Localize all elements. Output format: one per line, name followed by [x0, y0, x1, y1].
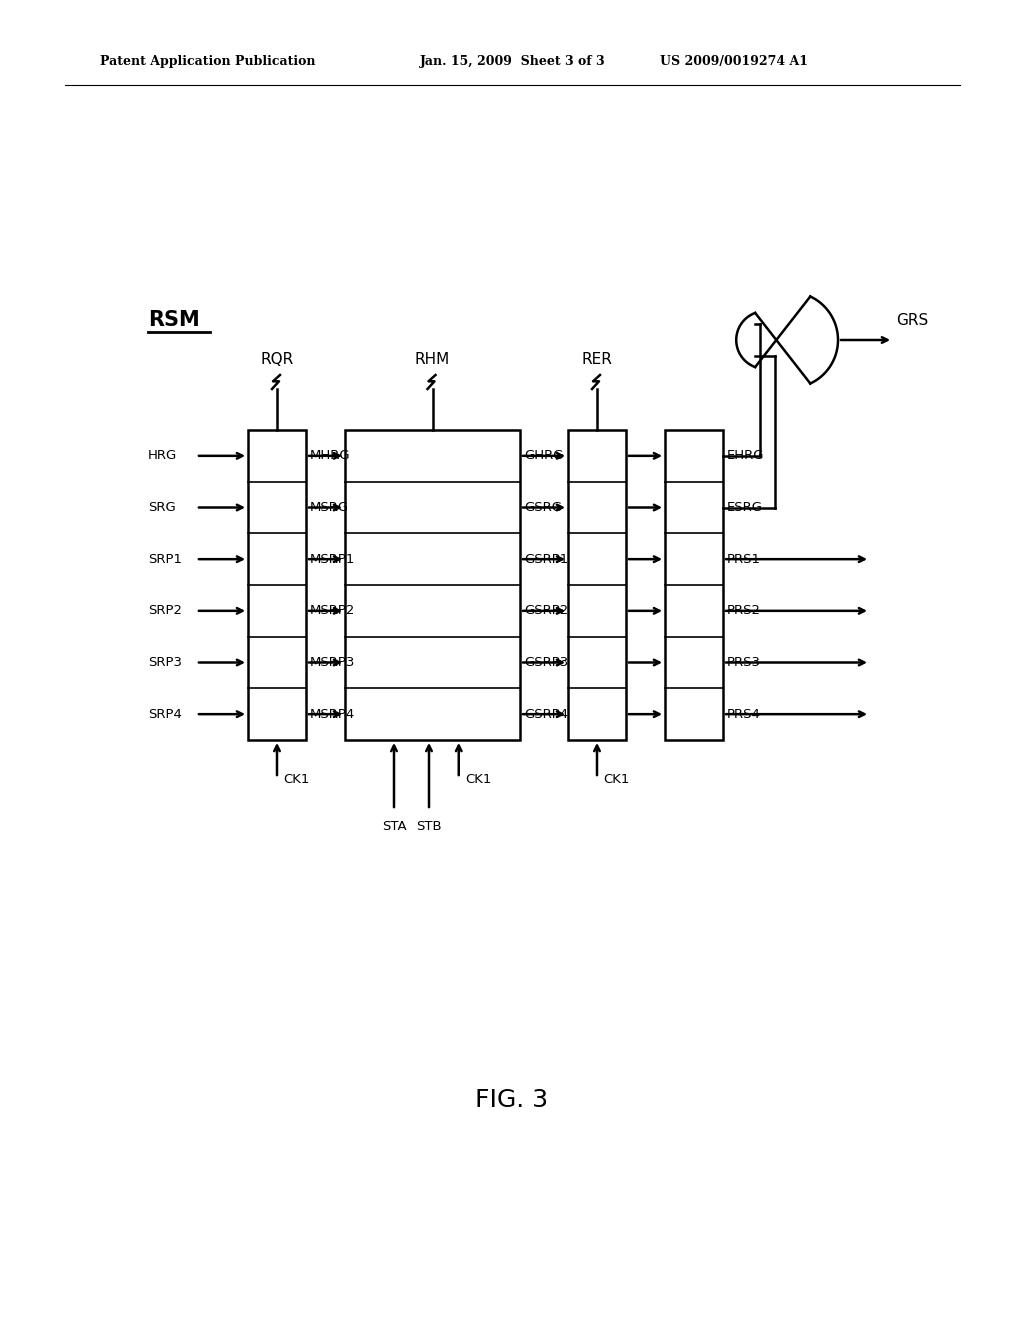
Text: MSRP1: MSRP1	[310, 553, 355, 566]
Text: CK1: CK1	[283, 774, 309, 785]
Text: MSRP3: MSRP3	[310, 656, 355, 669]
Bar	[665, 430, 723, 741]
Text: RHM: RHM	[415, 352, 451, 367]
Text: CK1: CK1	[603, 774, 630, 785]
Text: EHRG: EHRG	[727, 449, 765, 462]
Text: STB: STB	[416, 820, 441, 833]
Text: GSRP1: GSRP1	[524, 553, 568, 566]
Text: SRP2: SRP2	[148, 605, 182, 618]
Text: PRS2: PRS2	[727, 605, 761, 618]
Text: MHRG: MHRG	[310, 449, 350, 462]
Text: GRS: GRS	[896, 313, 928, 327]
Text: SRP1: SRP1	[148, 553, 182, 566]
Text: SRP4: SRP4	[148, 708, 182, 721]
Bar	[568, 430, 626, 741]
Text: RQR: RQR	[260, 352, 294, 367]
Text: HRG: HRG	[148, 449, 177, 462]
Text: MSRP4: MSRP4	[310, 708, 355, 721]
Text: RSM: RSM	[148, 310, 200, 330]
Text: SRG: SRG	[148, 502, 176, 513]
Text: SRP3: SRP3	[148, 656, 182, 669]
Text: GHRG: GHRG	[524, 449, 563, 462]
Bar	[345, 430, 520, 741]
Polygon shape	[736, 297, 838, 384]
Text: Jan. 15, 2009  Sheet 3 of 3: Jan. 15, 2009 Sheet 3 of 3	[420, 55, 605, 69]
Text: PRS4: PRS4	[727, 708, 761, 721]
Text: Patent Application Publication: Patent Application Publication	[100, 55, 315, 69]
Text: FIG. 3: FIG. 3	[475, 1088, 549, 1111]
Text: MSRG: MSRG	[310, 502, 349, 513]
Text: MSRP2: MSRP2	[310, 605, 355, 618]
Text: PRS3: PRS3	[727, 656, 761, 669]
Text: ESRG: ESRG	[727, 502, 763, 513]
Text: RER: RER	[582, 352, 612, 367]
Text: GSRP2: GSRP2	[524, 605, 568, 618]
Text: STA: STA	[382, 820, 407, 833]
Text: CK1: CK1	[465, 774, 492, 785]
Text: PRS1: PRS1	[727, 553, 761, 566]
Text: GSRP3: GSRP3	[524, 656, 568, 669]
Text: GSRG: GSRG	[524, 502, 562, 513]
Bar	[248, 430, 306, 741]
Text: US 2009/0019274 A1: US 2009/0019274 A1	[660, 55, 808, 69]
Text: GSRP4: GSRP4	[524, 708, 568, 721]
